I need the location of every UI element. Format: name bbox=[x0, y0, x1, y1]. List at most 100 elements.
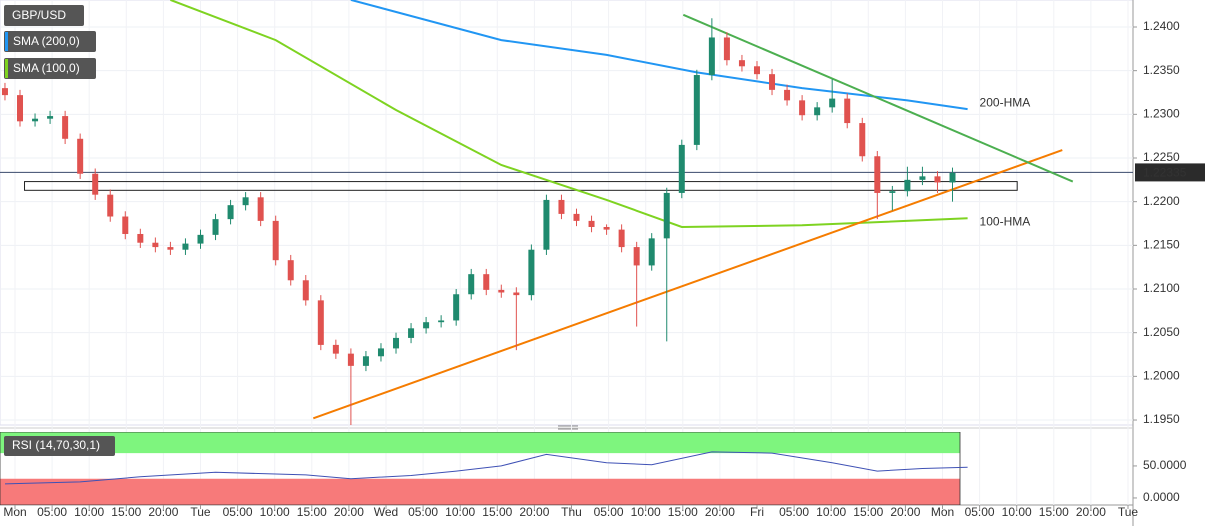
candle-body bbox=[227, 205, 234, 220]
candle-body bbox=[904, 179, 911, 192]
y-tick-label: 1.2050 bbox=[1143, 325, 1180, 339]
x-tick-label: 15:00 bbox=[1039, 505, 1069, 519]
trendline bbox=[312, 149, 1063, 420]
candle-body bbox=[32, 118, 39, 122]
candle-body bbox=[302, 280, 309, 301]
candle-body bbox=[122, 216, 129, 234]
legend-swatch bbox=[5, 32, 8, 51]
legend-box[interactable] bbox=[4, 31, 96, 52]
x-tick-label: 05:00 bbox=[594, 505, 624, 519]
x-tick-label: 20:00 bbox=[148, 505, 178, 519]
candle-body bbox=[92, 173, 99, 195]
candle-body bbox=[543, 199, 550, 250]
candle-body bbox=[784, 89, 791, 101]
candle-body bbox=[949, 172, 956, 183]
price-tag bbox=[1135, 163, 1205, 182]
candle-body bbox=[152, 242, 159, 248]
sma-line bbox=[170, 0, 968, 229]
y-tick-label: 1.2150 bbox=[1143, 238, 1180, 252]
sma-annotation: 200-HMA bbox=[980, 95, 1031, 109]
x-tick-label: Tue bbox=[1118, 505, 1139, 519]
x-tick-label: 20:00 bbox=[334, 505, 364, 519]
x-tick-label: 15:00 bbox=[853, 505, 883, 519]
candle-body bbox=[799, 100, 806, 116]
candle-body bbox=[844, 98, 851, 124]
candle-body bbox=[287, 260, 294, 281]
candle-body bbox=[874, 156, 881, 193]
y-tick-label: 1.2100 bbox=[1143, 281, 1180, 295]
candle-body bbox=[332, 344, 339, 354]
candle-body bbox=[257, 197, 264, 221]
candle-body bbox=[588, 220, 595, 227]
candle-body bbox=[769, 74, 776, 90]
y-tick-label: 1.2350 bbox=[1143, 63, 1180, 77]
x-tick-label: 05:00 bbox=[779, 505, 809, 519]
x-tick-label: 20:00 bbox=[705, 505, 735, 519]
candle-body bbox=[934, 176, 941, 183]
candle-body bbox=[468, 274, 475, 295]
y-tick-label: 1.2300 bbox=[1143, 107, 1180, 121]
candle-body bbox=[663, 192, 670, 239]
x-tick-label: Mon bbox=[931, 505, 954, 519]
candle-body bbox=[197, 234, 204, 244]
x-tick-label: 20:00 bbox=[519, 505, 549, 519]
trendline bbox=[682, 13, 1074, 183]
sma-annotation: 100-HMA bbox=[980, 214, 1031, 228]
x-tick-label: 05:00 bbox=[37, 505, 67, 519]
support-zone bbox=[24, 181, 1018, 191]
candle-body bbox=[107, 194, 114, 217]
y-tick-label: 1.2200 bbox=[1143, 194, 1180, 208]
legend-box[interactable] bbox=[4, 58, 96, 79]
rsi-band-frame bbox=[0, 432, 961, 505]
y-tick-label: 1.2400 bbox=[1143, 19, 1180, 33]
candle-body bbox=[62, 116, 69, 139]
x-tick-label: Wed bbox=[374, 505, 398, 519]
x-tick-label: 10:00 bbox=[816, 505, 846, 519]
x-tick-label: 05:00 bbox=[223, 505, 253, 519]
x-tick-label: Fri bbox=[750, 505, 764, 519]
x-tick-label: 10:00 bbox=[445, 505, 475, 519]
candle-body bbox=[889, 191, 896, 193]
legend-box bbox=[4, 436, 115, 456]
legend-label: SMA (100,0) bbox=[13, 61, 80, 75]
candle-body bbox=[693, 75, 700, 145]
legend-box bbox=[4, 5, 84, 26]
rsi-overbought bbox=[0, 432, 960, 454]
candle-body bbox=[919, 176, 926, 180]
candle-body bbox=[498, 289, 505, 293]
plot-area bbox=[0, 0, 1134, 426]
candle-body bbox=[167, 247, 174, 250]
candle-body bbox=[453, 294, 460, 321]
candle-body bbox=[317, 300, 324, 345]
candle-body bbox=[753, 66, 760, 75]
x-tick-label: 05:00 bbox=[408, 505, 438, 519]
y-tick-label: 1.1950 bbox=[1143, 412, 1180, 426]
candle-body bbox=[859, 123, 866, 157]
x-tick-label: 20:00 bbox=[890, 505, 920, 519]
candle-body bbox=[1, 88, 8, 96]
x-tick-label: Thu bbox=[561, 505, 582, 519]
y-tick-label: 1.2250 bbox=[1143, 150, 1180, 164]
candle-body bbox=[633, 247, 640, 266]
candle-body bbox=[603, 226, 610, 230]
candle-body bbox=[738, 60, 745, 67]
candle-body bbox=[408, 328, 415, 338]
legend-title: GBP/USD bbox=[12, 8, 66, 22]
candle-body bbox=[47, 116, 54, 119]
candle-body bbox=[272, 220, 279, 261]
x-tick-label: 10:00 bbox=[631, 505, 661, 519]
y-tick-label: 1.2000 bbox=[1143, 369, 1180, 383]
candle-body bbox=[528, 249, 535, 296]
rsi-tick-label: 0.0000 bbox=[1143, 490, 1180, 504]
candle-body bbox=[723, 37, 730, 61]
x-tick-label: 15:00 bbox=[297, 505, 327, 519]
candle-body bbox=[17, 95, 24, 122]
rsi-line bbox=[4, 451, 968, 485]
x-tick-label: 10:00 bbox=[74, 505, 104, 519]
candle-body bbox=[212, 219, 219, 235]
x-tick-label: Tue bbox=[190, 505, 211, 519]
candle-body bbox=[347, 353, 354, 366]
candle-body bbox=[558, 199, 565, 214]
candle-body bbox=[618, 229, 625, 248]
